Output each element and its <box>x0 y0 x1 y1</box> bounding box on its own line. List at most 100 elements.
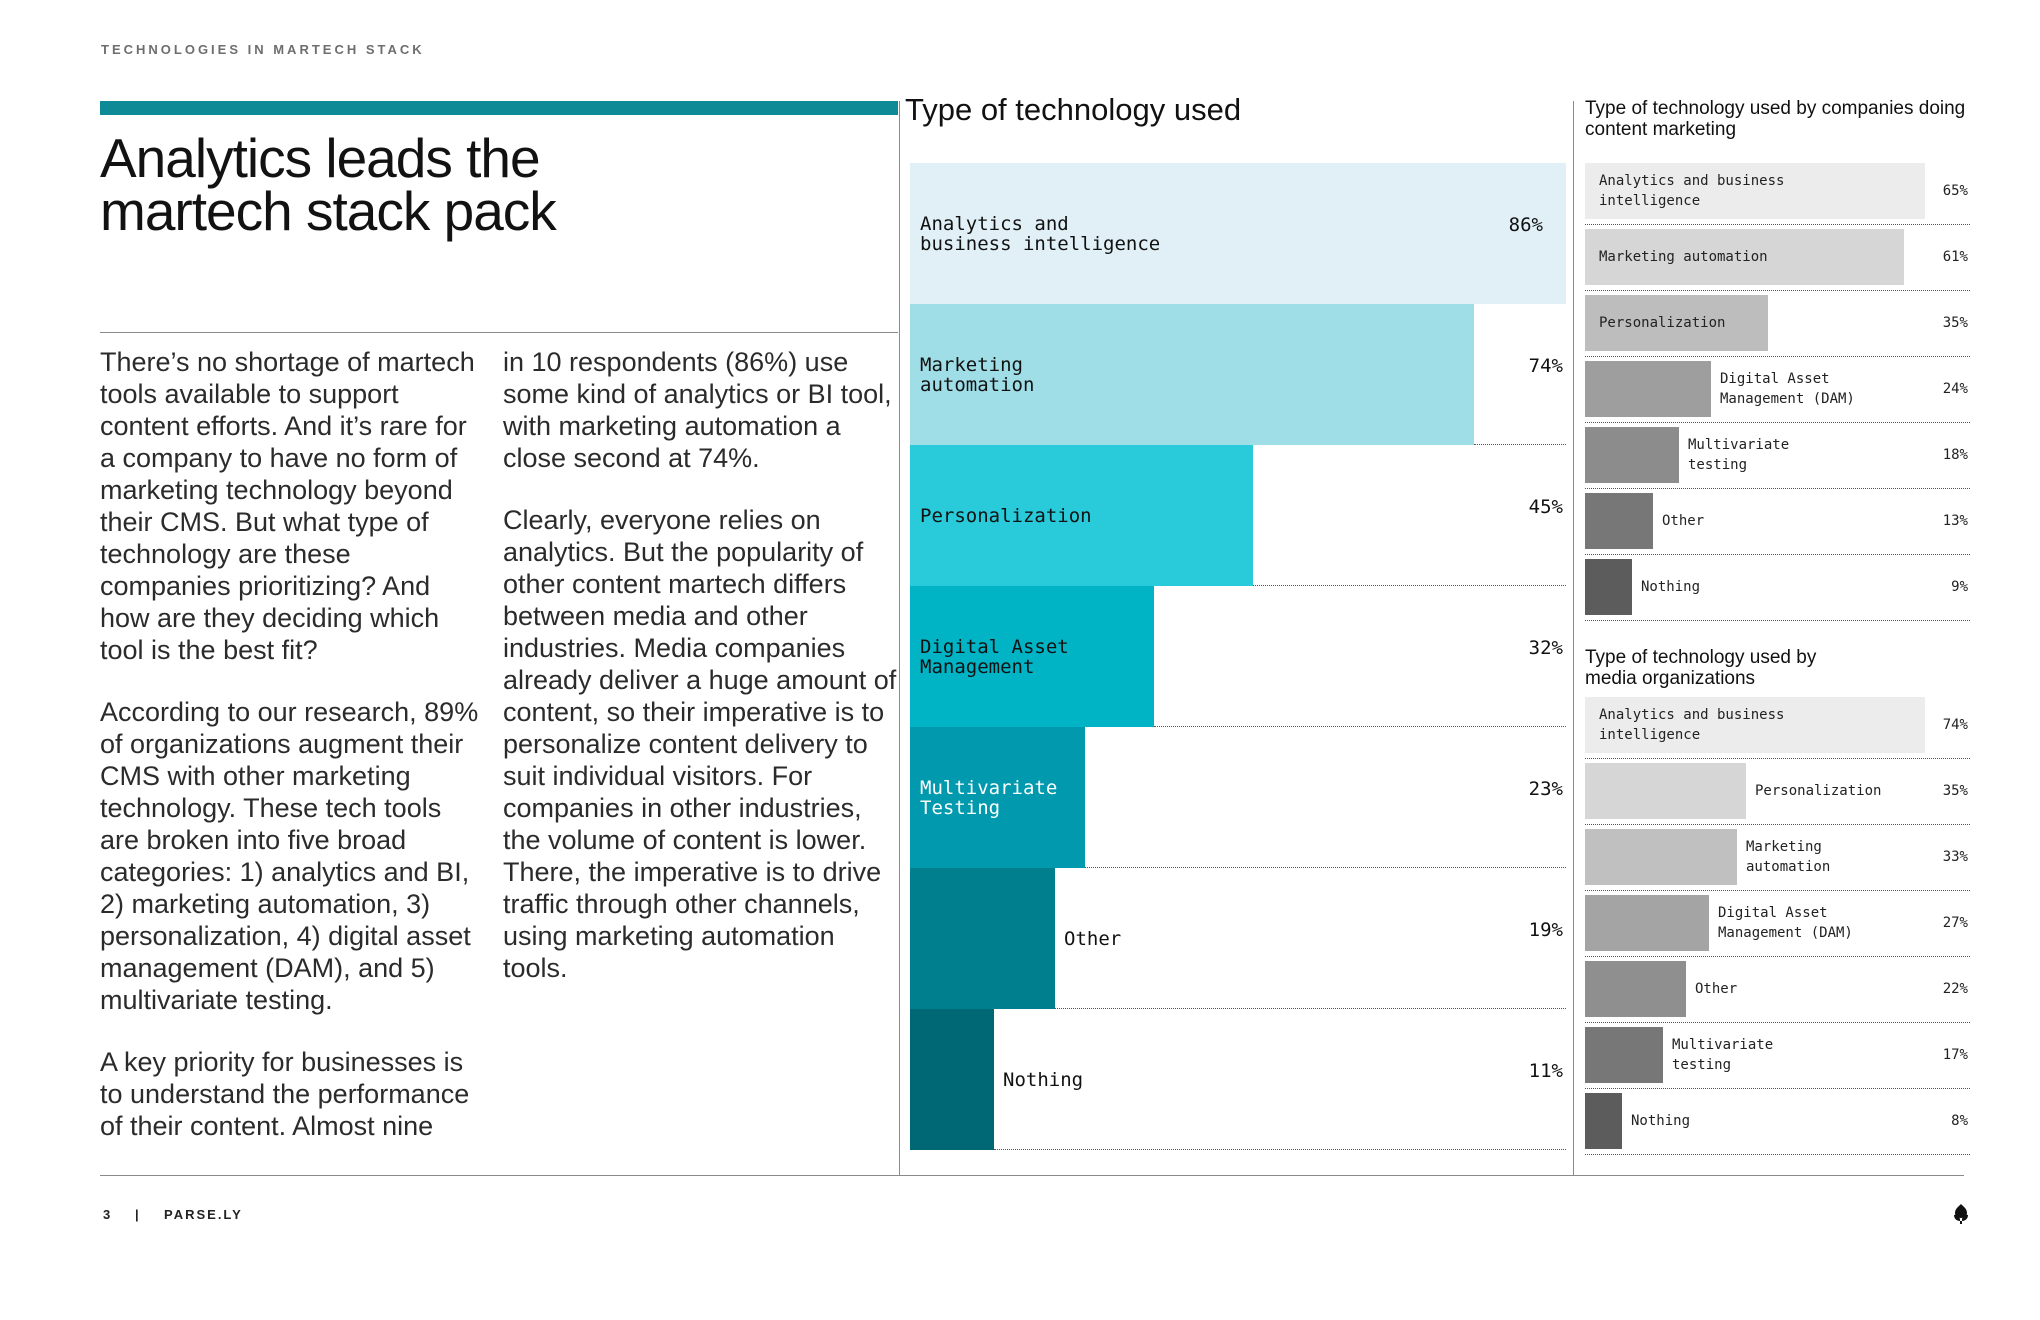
media-orgs-bar-chart: Analytics and business intelligence 74% Pe… <box>1585 697 1970 1159</box>
bar-label: Personalization <box>920 504 1092 527</box>
footer-separator: | <box>135 1207 141 1222</box>
bar <box>1585 1027 1663 1083</box>
bar <box>910 163 1566 304</box>
gridline <box>1585 824 1970 825</box>
gridline <box>1585 356 1970 357</box>
bar <box>1585 163 1925 219</box>
bar-label: Analytics and business intelligence <box>1599 707 1785 743</box>
value-label: 22% <box>1942 981 1968 997</box>
bar-label: Marketing automation <box>920 353 1035 396</box>
section-label: TECHNOLOGIES IN MARTECH STACK <box>101 42 425 57</box>
column-divider <box>1573 101 1574 1176</box>
bar <box>910 727 1085 868</box>
value-label: 35% <box>1942 315 1968 331</box>
gridline <box>1585 956 1970 957</box>
bar-label: Multivariate Testing <box>920 776 1058 819</box>
bar <box>1585 829 1737 885</box>
bar-label: Other <box>1662 513 1705 529</box>
gridline <box>1085 867 1566 868</box>
value-label: 13% <box>1942 513 1968 529</box>
bar <box>910 445 1253 586</box>
gridline <box>1253 585 1566 586</box>
bar-label: Nothing <box>1641 579 1701 595</box>
footer-divider <box>100 1175 1964 1176</box>
column-divider <box>899 101 900 1176</box>
bar-label: Multivariate testing <box>1672 1037 1774 1073</box>
value-label: 33% <box>1942 849 1968 865</box>
body-column-1: There’s no shortage of martech tools ava… <box>100 346 480 1172</box>
gridline <box>1055 1008 1566 1009</box>
bar-label: Digital Asset Management <box>920 635 1069 678</box>
gridline <box>1585 1154 1970 1155</box>
bar-label: Marketing automation <box>1746 839 1831 875</box>
bar-label: Personalization <box>1599 315 1726 331</box>
value-label: 65% <box>1942 183 1968 199</box>
value-label: 61% <box>1942 249 1968 265</box>
bar <box>1585 493 1653 549</box>
value-label: 35% <box>1942 783 1968 799</box>
bar <box>1585 697 1925 753</box>
bar <box>1585 961 1686 1017</box>
main-bar-chart: Analytics and business intelligence 86% Ma… <box>910 163 1566 1150</box>
gridline <box>1585 488 1970 489</box>
bar <box>910 304 1474 445</box>
bar <box>1585 295 1768 351</box>
bar <box>910 1009 994 1150</box>
gridline <box>1585 620 1970 621</box>
value-label: 23% <box>1528 777 1563 800</box>
gridline <box>1154 726 1566 727</box>
bar-label: Digital Asset Management (DAM) <box>1720 371 1855 407</box>
media-orgs-chart-title: Type of technology used by media organiz… <box>1585 647 1817 689</box>
bar-label: Nothing <box>1003 1068 1084 1091</box>
bar-label: Analytics and business intelligence <box>1599 173 1785 209</box>
value-label: 17% <box>1942 1047 1968 1063</box>
value-label: 18% <box>1942 447 1968 463</box>
paragraph: Clearly, everyone relies on analytics. B… <box>503 505 897 983</box>
value-label: 19% <box>1528 918 1563 941</box>
main-chart-title: Type of technology used <box>905 92 1242 127</box>
page-title: Analytics leads the martech stack pack <box>100 127 557 242</box>
bar <box>1585 361 1711 417</box>
bar-label: Multivariate testing <box>1688 437 1790 473</box>
bar-label: Digital Asset Management (DAM) <box>1718 905 1853 941</box>
bar-label: Marketing automation <box>1599 249 1768 265</box>
value-label: 32% <box>1528 636 1563 659</box>
accent-bar <box>100 101 898 115</box>
value-label: 74% <box>1942 717 1968 733</box>
bar <box>1585 229 1904 285</box>
gridline <box>1585 554 1970 555</box>
content-marketing-bar-chart: Analytics and business intelligence 65% Ma… <box>1585 163 1970 625</box>
gridline <box>1585 290 1970 291</box>
value-label: 74% <box>1528 354 1563 377</box>
paragraph: A key priority for businesses is to unde… <box>100 1047 470 1141</box>
gridline <box>1585 1022 1970 1023</box>
gridline <box>1585 758 1970 759</box>
bar <box>1585 427 1679 483</box>
value-label: 45% <box>1528 495 1563 518</box>
content-marketing-chart-title: Type of technology used by companies doi… <box>1585 98 1966 140</box>
paragraph: According to our research, 89% of organi… <box>100 697 479 1015</box>
value-label: 8% <box>1951 1113 1968 1129</box>
footer-brand: PARSE.LY <box>164 1207 243 1222</box>
value-label: 11% <box>1528 1059 1563 1082</box>
paragraph: in 10 respondents (86%) use some kind of… <box>503 347 892 473</box>
page-number: 3 <box>103 1207 113 1222</box>
parsely-leaf-icon <box>1951 1203 1971 1225</box>
bar-label: Personalization <box>1755 783 1882 799</box>
bar-label: Nothing <box>1631 1113 1691 1129</box>
body-column-2: in 10 respondents (86%) use some kind of… <box>503 346 898 1014</box>
gridline <box>1585 890 1970 891</box>
bar <box>1585 763 1746 819</box>
value-label: 86% <box>1508 213 1543 236</box>
gridline <box>1585 1088 1970 1089</box>
gridline <box>1585 224 1970 225</box>
bar-label: Other <box>1064 927 1122 950</box>
bar <box>910 868 1055 1009</box>
bar <box>1585 1093 1622 1149</box>
value-label: 9% <box>1951 579 1968 595</box>
paragraph: There’s no shortage of martech tools ava… <box>100 347 475 665</box>
bar-label: Analytics and business intelligence <box>920 212 1161 255</box>
bar <box>1585 895 1709 951</box>
gridline <box>1474 444 1566 445</box>
value-label: 24% <box>1942 381 1968 397</box>
